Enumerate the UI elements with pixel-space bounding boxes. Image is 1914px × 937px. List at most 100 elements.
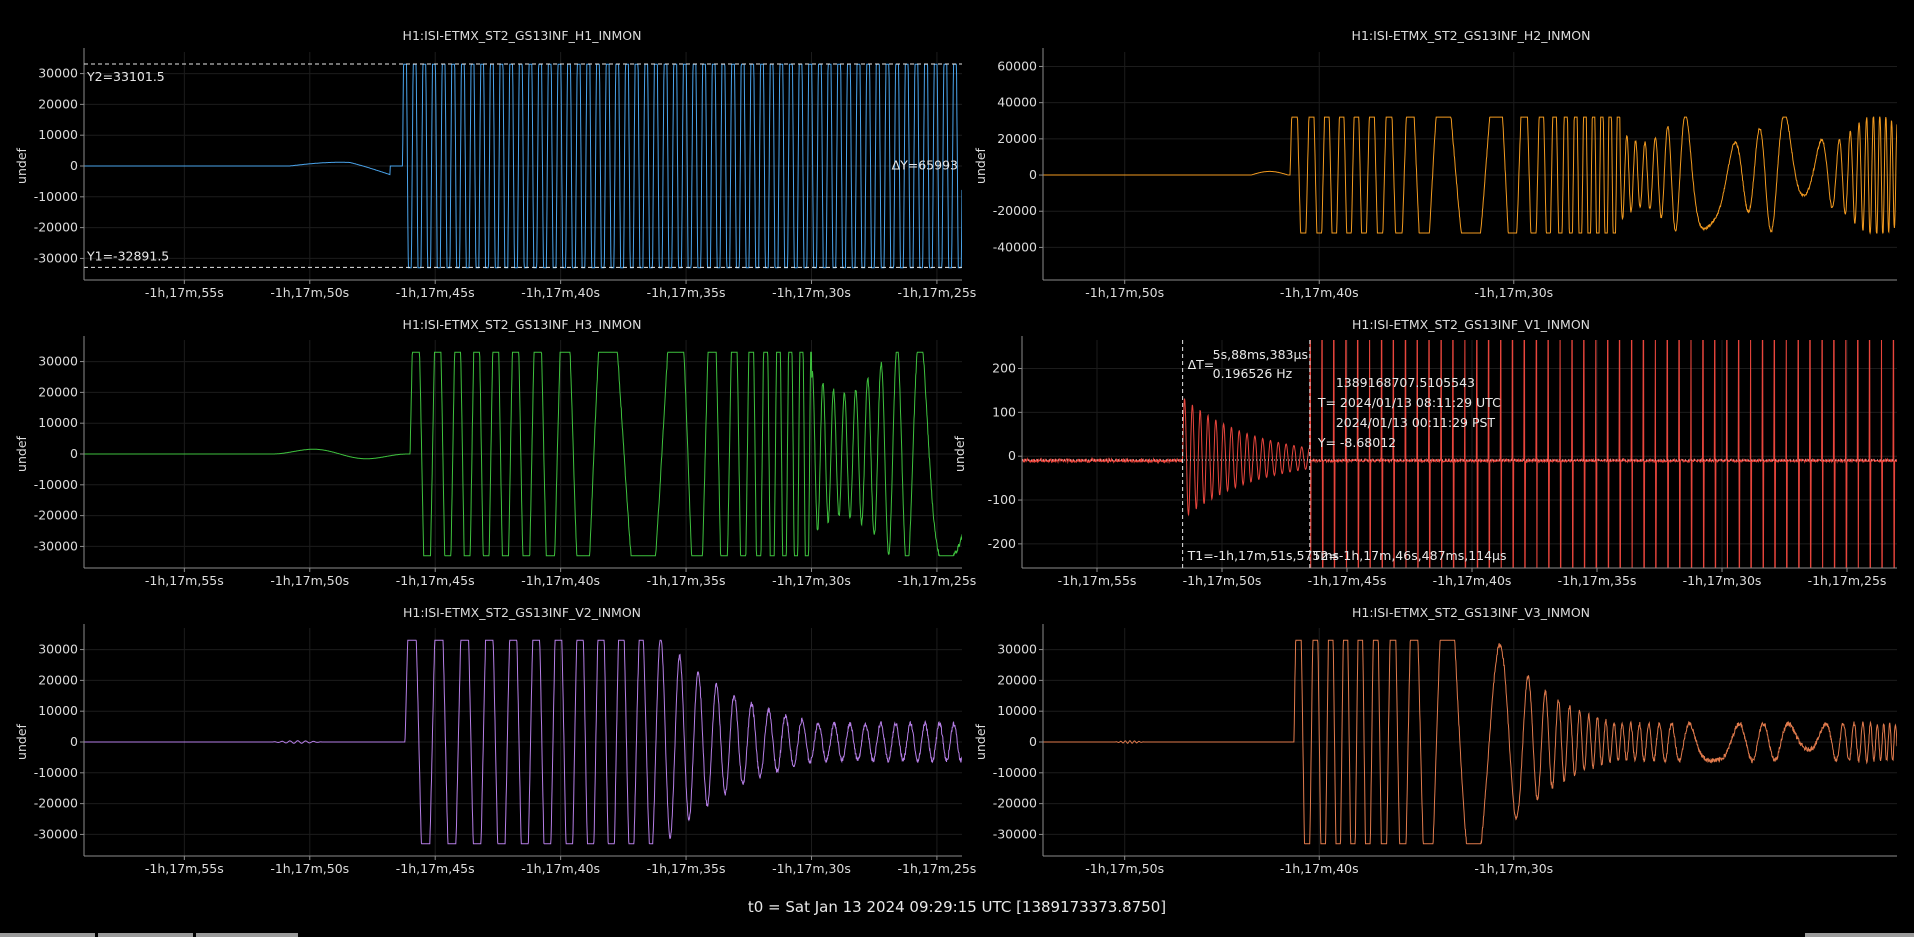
cursor-gps-label: 1389168707.5105543: [1336, 375, 1475, 390]
chart-title: H1:ISI-ETMX_ST2_GS13INF_V2_INMON: [403, 605, 641, 620]
window-tab[interactable]: [98, 933, 193, 937]
chart-title: H1:ISI-ETMX_ST2_GS13INF_V1_INMON: [1352, 317, 1590, 332]
x-tick-label: -1h,17m,25s: [897, 285, 976, 300]
x-tick-label: -1h,17m,30s: [772, 861, 851, 876]
x-tick-label: -1h,17m,55s: [145, 573, 224, 588]
x-tick-label: -1h,17m,30s: [1474, 285, 1553, 300]
y-tick-label: -20000: [34, 796, 78, 811]
y-tick-label: 200: [992, 361, 1016, 376]
y-tick-label: 100: [992, 404, 1016, 419]
y-tick-label: -30000: [34, 826, 78, 841]
series-line: [1022, 340, 1897, 568]
chart-title: H1:ISI-ETMX_ST2_GS13INF_H2_INMON: [1352, 28, 1591, 43]
x-tick-label: -1h,17m,50s: [1085, 861, 1164, 876]
cursor-utc-label: T= 2024/01/13 08:11:29 UTC: [1317, 395, 1501, 410]
x-tick-label: -1h,17m,30s: [1683, 573, 1762, 588]
x-tick-label: -1h,17m,55s: [1058, 573, 1137, 588]
y-tick-label: 30000: [38, 642, 78, 657]
cursor-t2-label: T2=-1h,17m,46s,487ms,114μs: [1312, 548, 1507, 563]
y-tick-label: 10000: [38, 127, 78, 142]
x-tick-label: -1h,17m,35s: [647, 573, 726, 588]
y-axis-label: undef: [14, 723, 29, 759]
cursor-y1-label: Y1=-32891.5: [86, 248, 169, 263]
y-tick-label: -40000: [993, 239, 1037, 254]
cursor-dy-label: ΔY=65993: [892, 158, 958, 173]
y-tick-label: 20000: [38, 672, 78, 687]
y-axis-label: undef: [952, 435, 967, 471]
series-line: [84, 639, 962, 845]
y-tick-label: -200: [988, 536, 1016, 551]
x-tick-label: -1h,17m,50s: [270, 573, 349, 588]
y-tick-label: -10000: [34, 189, 78, 204]
y-tick-label: -10000: [34, 477, 78, 492]
x-tick-label: -1h,17m,30s: [1474, 861, 1553, 876]
y-tick-label: 60000: [997, 58, 1037, 73]
y-tick-label: 10000: [38, 415, 78, 430]
x-tick-label: -1h,17m,40s: [521, 285, 600, 300]
x-tick-label: -1h,17m,45s: [1308, 573, 1387, 588]
cursor-pst-label: 2024/01/13 00:11:29 PST: [1336, 415, 1496, 430]
y-tick-label: -10000: [34, 765, 78, 780]
y-axis-label: undef: [973, 723, 988, 759]
x-tick-label: -1h,17m,25s: [897, 573, 976, 588]
x-tick-label: -1h,17m,25s: [897, 861, 976, 876]
y-tick-label: -20000: [34, 220, 78, 235]
x-tick-label: -1h,17m,45s: [396, 573, 475, 588]
x-tick-label: -1h,17m,50s: [270, 861, 349, 876]
t0-footer: t0 = Sat Jan 13 2024 09:29:15 UTC [13891…: [747, 898, 1167, 916]
chart-title: H1:ISI-ETMX_ST2_GS13INF_V3_INMON: [1352, 605, 1590, 620]
cursor-dt-prefix: ΔT=: [1188, 357, 1215, 372]
cursor-freq-label: 0.196526 Hz: [1213, 366, 1293, 381]
x-tick-label: -1h,17m,45s: [396, 861, 475, 876]
y-tick-label: 0: [70, 734, 78, 749]
y-tick-label: 20000: [38, 384, 78, 399]
window-tab[interactable]: [1805, 933, 1914, 937]
x-tick-label: -1h,17m,40s: [1280, 861, 1359, 876]
x-tick-label: -1h,17m,50s: [1183, 573, 1262, 588]
y-tick-label: 0: [1029, 167, 1037, 182]
y-tick-label: 30000: [38, 66, 78, 81]
series-line: [1043, 639, 1897, 845]
window-tab[interactable]: [0, 933, 95, 937]
y-tick-label: 0: [70, 158, 78, 173]
series-line: [1043, 116, 1897, 235]
y-axis-label: undef: [973, 147, 988, 183]
y-tick-label: 30000: [997, 642, 1037, 657]
y-tick-label: 0: [70, 446, 78, 461]
x-tick-label: -1h,17m,50s: [1085, 285, 1164, 300]
y-tick-label: -10000: [993, 765, 1037, 780]
y-axis-label: undef: [14, 435, 29, 471]
x-tick-label: -1h,17m,30s: [772, 573, 851, 588]
series-line: [84, 351, 962, 557]
x-tick-label: -1h,17m,45s: [396, 285, 475, 300]
y-axis-label: undef: [14, 147, 29, 183]
cursor-t1-label: T1=-1h,17m,51s,575ms: [1187, 548, 1339, 563]
x-tick-label: -1h,17m,35s: [647, 861, 726, 876]
bottom-strip: [0, 933, 1914, 937]
y-tick-label: -30000: [34, 250, 78, 265]
cursor-y2-label: Y2=33101.5: [86, 69, 165, 84]
y-tick-label: -100: [988, 492, 1016, 507]
y-tick-label: 10000: [997, 703, 1037, 718]
y-tick-label: -20000: [34, 508, 78, 523]
x-tick-label: -1h,17m,40s: [1433, 573, 1512, 588]
window-tab[interactable]: [196, 933, 298, 937]
y-tick-label: 0: [1029, 734, 1037, 749]
x-tick-label: -1h,17m,55s: [145, 861, 224, 876]
y-tick-label: -20000: [993, 203, 1037, 218]
y-tick-label: 40000: [997, 95, 1037, 110]
cursor-y-label: Y= -8.68012: [1317, 435, 1396, 450]
chart-title: H1:ISI-ETMX_ST2_GS13INF_H3_INMON: [403, 317, 642, 332]
y-tick-label: -30000: [993, 826, 1037, 841]
x-tick-label: -1h,17m,25s: [1808, 573, 1887, 588]
x-tick-label: -1h,17m,35s: [647, 285, 726, 300]
x-tick-label: -1h,17m,50s: [270, 285, 349, 300]
y-tick-label: 20000: [997, 131, 1037, 146]
y-tick-label: 20000: [997, 672, 1037, 687]
